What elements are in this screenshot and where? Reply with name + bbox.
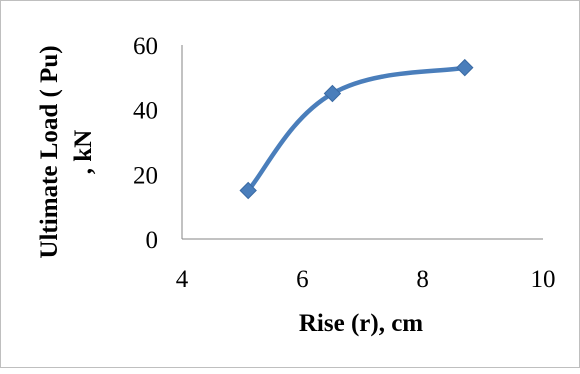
data-point-marker bbox=[239, 181, 257, 200]
y-tick-label: 20 bbox=[133, 162, 158, 189]
y-tick-label: 40 bbox=[133, 98, 158, 125]
tick-labels: 0 20 40 60 4 6 8 10 bbox=[133, 33, 556, 293]
x-tick-label: 10 bbox=[531, 266, 556, 293]
x-tick-label: 6 bbox=[296, 266, 309, 293]
series-line bbox=[245, 65, 468, 193]
x-axis-title: Rise (r), cm bbox=[299, 310, 423, 337]
data-point-marker bbox=[323, 84, 342, 103]
x-tick-label: 8 bbox=[416, 266, 429, 293]
y-axis-title-line-2: , kN bbox=[70, 130, 97, 174]
data-point-marker bbox=[456, 58, 474, 77]
y-axis-title: Ultimate Load ( Pu) , kN bbox=[36, 45, 97, 258]
axes bbox=[181, 45, 543, 240]
plot-area bbox=[239, 58, 474, 200]
y-axis-title-line-1: Ultimate Load ( Pu) bbox=[36, 45, 63, 258]
x-tick-label: 4 bbox=[176, 266, 189, 293]
y-tick-label: 0 bbox=[146, 227, 159, 254]
y-tick-label: 60 bbox=[133, 33, 158, 60]
